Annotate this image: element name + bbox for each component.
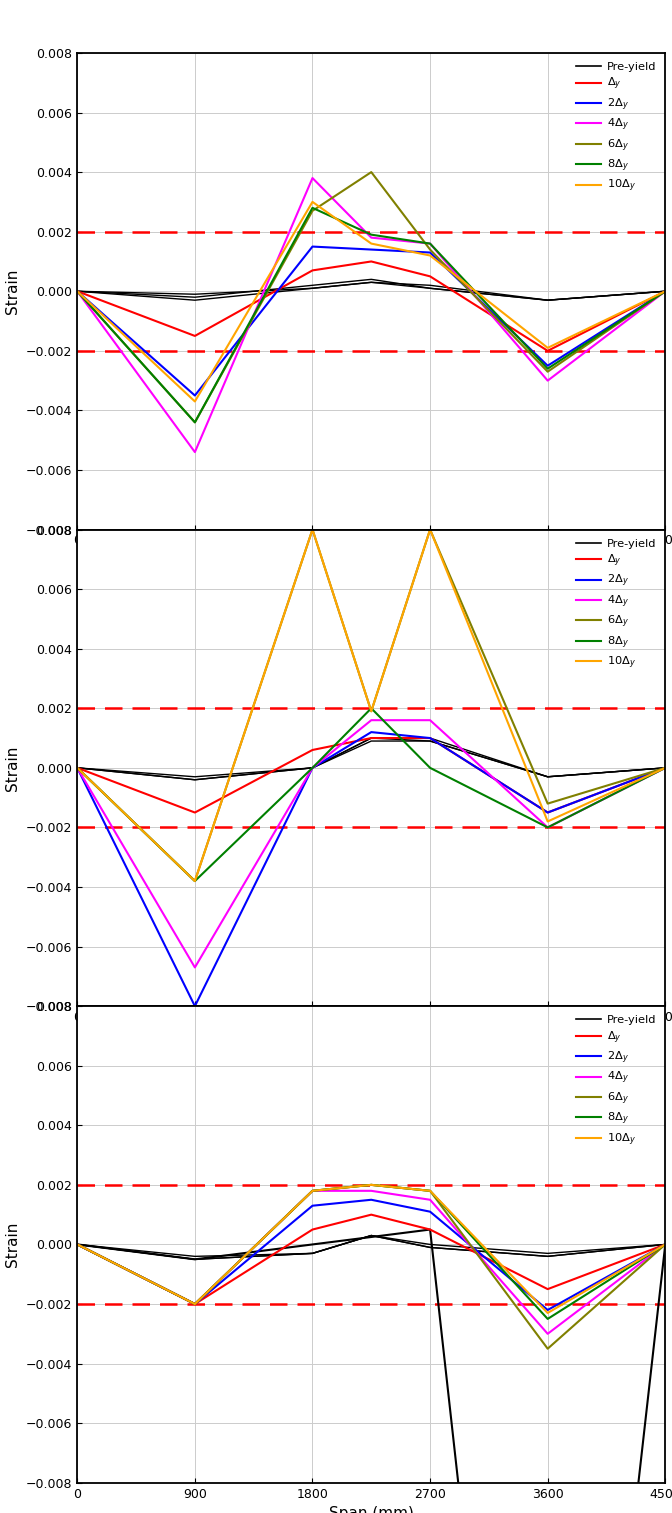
Y-axis label: Strain: Strain — [5, 746, 20, 790]
Legend: Pre-yield, $\Delta_y$, $2\Delta_y$, $4\Delta_y$, $6\Delta_y$, $8\Delta_y$, $10\D: Pre-yield, $\Delta_y$, $2\Delta_y$, $4\D… — [573, 1012, 660, 1151]
X-axis label: Span (mm): Span (mm) — [329, 552, 414, 567]
Y-axis label: Strain: Strain — [5, 1223, 20, 1266]
Y-axis label: Strain: Strain — [5, 269, 20, 313]
X-axis label: Span (mm): Span (mm) — [329, 1029, 414, 1044]
X-axis label: Span (mm): Span (mm) — [329, 1505, 414, 1513]
Legend: Pre-yield, $\Delta_y$, $2\Delta_y$, $4\Delta_y$, $6\Delta_y$, $8\Delta_y$, $10\D: Pre-yield, $\Delta_y$, $2\Delta_y$, $4\D… — [573, 59, 660, 198]
Legend: Pre-yield, $\Delta_y$, $2\Delta_y$, $4\Delta_y$, $6\Delta_y$, $8\Delta_y$, $10\D: Pre-yield, $\Delta_y$, $2\Delta_y$, $4\D… — [573, 536, 660, 675]
Text: (b)  D2  실험체: (b) D2 실험체 — [327, 1101, 416, 1117]
Text: (a)  D1  실험체: (a) D1 실험체 — [327, 625, 416, 640]
